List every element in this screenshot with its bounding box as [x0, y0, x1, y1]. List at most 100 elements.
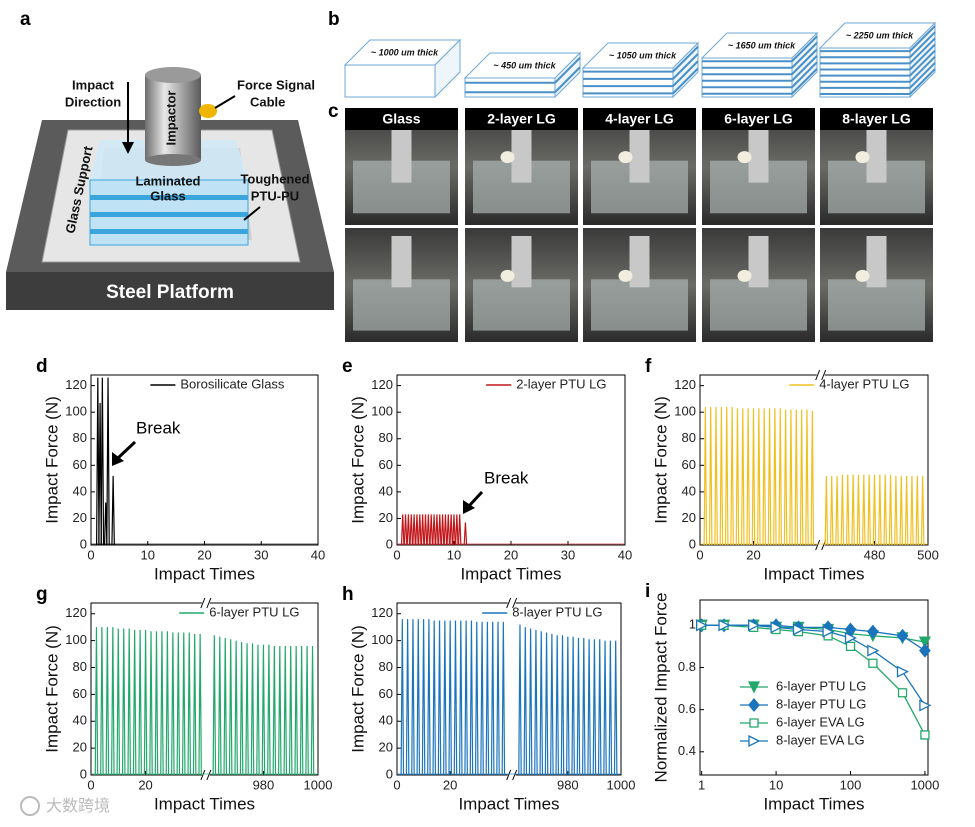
y-tick-label: 100	[371, 404, 393, 419]
marker	[897, 688, 908, 698]
y-tick-label: 40	[682, 483, 696, 498]
slab-stripe	[909, 25, 936, 52]
marker	[747, 681, 761, 694]
y-axis-label: Impact Force (N)	[348, 625, 367, 753]
spike	[845, 474, 850, 546]
spike	[539, 631, 544, 776]
y-axis-label: Impact Force (N)	[651, 396, 670, 524]
axis-break-gap	[816, 542, 825, 548]
spike	[576, 637, 581, 776]
spike	[746, 408, 750, 546]
y-axis-label: Normalized Impact Force	[651, 593, 670, 783]
spike	[245, 643, 249, 776]
photo-cable	[618, 269, 633, 282]
spike	[592, 639, 597, 776]
spike	[132, 629, 137, 776]
spike	[740, 408, 745, 546]
photo: 6-layer LG	[702, 108, 815, 225]
panel-label: h	[342, 584, 354, 605]
y-tick-label: 40	[73, 713, 87, 728]
slab: ~ 1650 um thick	[700, 31, 819, 99]
y-tick-label: 20	[682, 510, 696, 525]
y-tick-label: 40	[379, 713, 393, 728]
spike	[783, 409, 788, 546]
spike	[452, 514, 456, 546]
spike	[469, 620, 474, 776]
slab-stripe	[909, 31, 936, 58]
impactor-bottom	[145, 154, 201, 166]
spike	[757, 408, 761, 546]
spike	[299, 645, 304, 776]
spike	[100, 377, 105, 546]
slab-label: ~ 1050 um thick	[609, 50, 677, 60]
cable-label: Force Signal	[237, 77, 315, 92]
legend-label: 4-layer PTU LG	[819, 376, 909, 391]
x-tick-label: 1000	[607, 777, 636, 792]
spike	[427, 619, 431, 776]
spike	[449, 514, 453, 546]
spike	[534, 629, 538, 776]
y-axis-label: Impact Force (N)	[42, 396, 61, 524]
spike	[915, 475, 920, 546]
spike	[883, 474, 888, 546]
marker	[844, 631, 857, 645]
spike	[724, 406, 729, 546]
spike	[198, 633, 202, 776]
slab-stripe	[554, 66, 581, 93]
axis-break	[821, 369, 827, 381]
x-tick-label: 20	[138, 777, 152, 792]
y-tick-label: 0.4	[678, 743, 696, 758]
arrow	[214, 95, 236, 109]
y-tick-label: 120	[674, 377, 696, 392]
spike	[829, 475, 834, 546]
axis-break	[815, 369, 821, 381]
spike	[888, 474, 893, 546]
x-tick-label: 1	[698, 777, 705, 792]
photo-band	[583, 108, 696, 130]
marker	[868, 658, 878, 668]
spike	[437, 514, 442, 546]
x-tick-label: 20	[197, 547, 211, 562]
watermark: 大数跨境	[20, 796, 110, 816]
spike	[278, 645, 282, 776]
photo-cable	[855, 269, 870, 282]
photo-impactor	[748, 236, 769, 288]
watermark-text: 大数跨境	[46, 796, 110, 815]
chart: 0 20 980 1000 0 20 40 60 80 100 120 g Impact Times Im…	[36, 584, 332, 813]
plot-frame	[699, 599, 929, 776]
plot-frame	[699, 374, 929, 546]
spike	[234, 640, 238, 776]
spike	[443, 620, 447, 776]
chart: 0 20 980 1000 0 20 40 60 80 100 120 h Impact Times Im…	[342, 584, 635, 813]
x-tick-label: 500	[917, 547, 939, 562]
spike	[426, 514, 431, 546]
arrow	[243, 206, 261, 221]
chart: 0 10 20 30 40 0 20 40 60 80 100 120 d Impact Times Imp…	[36, 356, 325, 583]
photo-label: 8-layer LG	[842, 111, 911, 127]
axis-break	[206, 597, 212, 609]
spike	[239, 641, 244, 776]
slab-stripe	[672, 60, 699, 87]
y-tick-label: 80	[682, 430, 696, 445]
spike	[423, 514, 428, 546]
spike	[571, 636, 575, 776]
spike	[310, 645, 315, 776]
x-axis-label: Impact Times	[763, 794, 864, 813]
series-line	[701, 624, 926, 706]
spike	[400, 514, 405, 546]
spike	[457, 514, 462, 546]
marker	[896, 665, 909, 678]
spike	[490, 621, 495, 776]
photo-glass	[710, 279, 807, 331]
spike	[437, 620, 442, 776]
cable	[199, 104, 217, 118]
photo-impactor	[748, 130, 769, 183]
spike	[288, 645, 293, 776]
spike	[899, 475, 904, 546]
photo-impactor	[866, 130, 887, 183]
photo-band	[820, 108, 933, 130]
spike	[440, 514, 445, 546]
photo	[465, 228, 578, 342]
spike	[181, 632, 186, 776]
